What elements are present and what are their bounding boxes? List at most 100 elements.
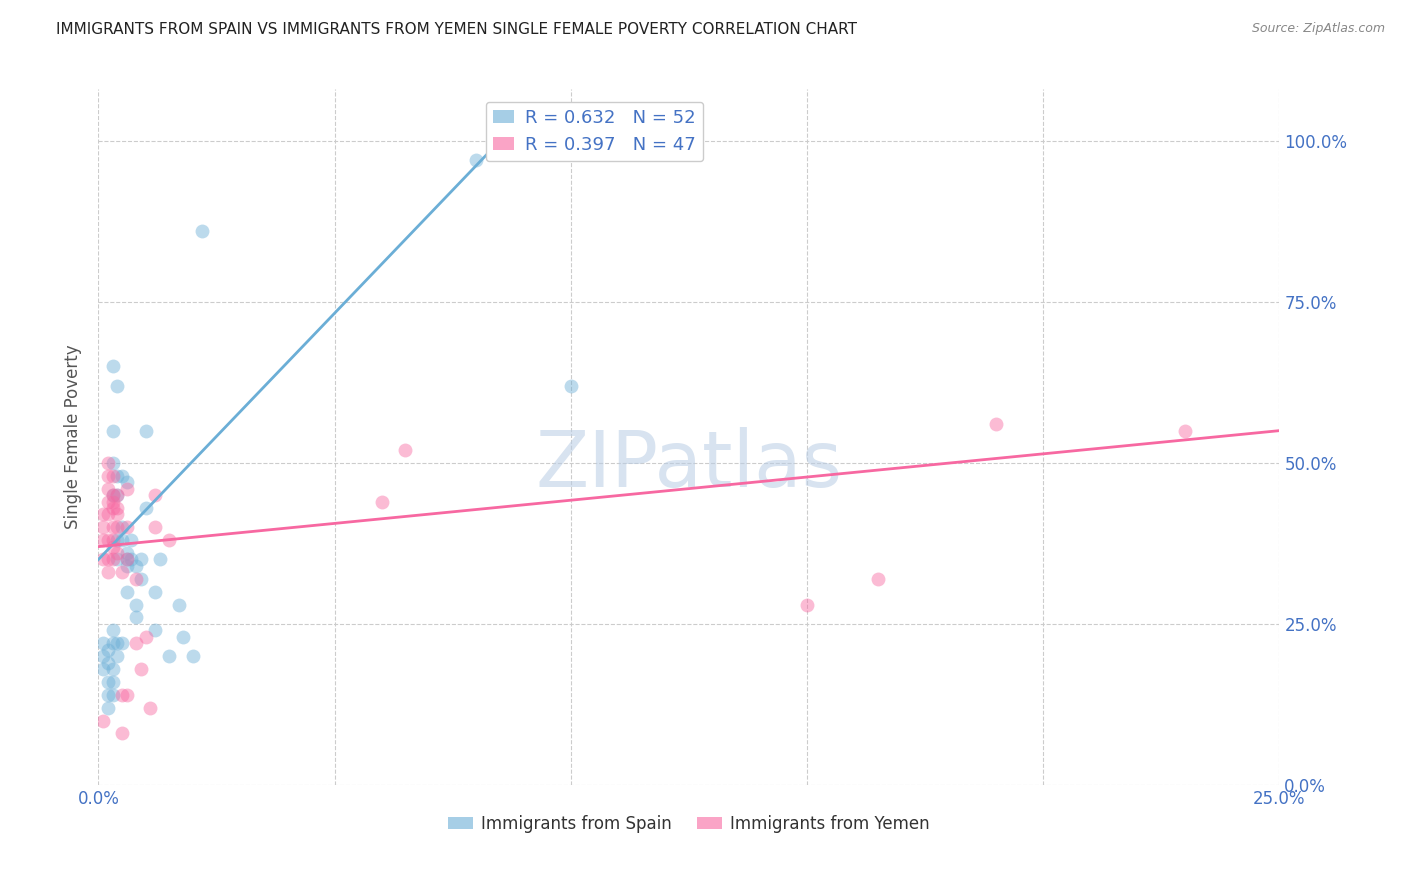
Point [394,442,416,457]
Point [91,552,114,566]
Point [97,456,120,470]
Point [172,630,194,644]
Point [97,552,120,566]
Point [143,624,166,638]
Point [97,674,120,689]
Point [101,662,124,676]
Point [91,714,114,728]
Point [97,508,120,522]
Point [101,540,124,554]
Point [149,552,172,566]
Point [101,456,124,470]
Point [796,598,818,612]
Point [115,688,138,702]
Point [139,700,162,714]
Point [371,494,394,508]
Point [111,468,134,483]
Point [101,624,124,638]
Point [135,500,157,515]
Point [191,224,214,238]
Point [97,468,120,483]
Point [101,636,124,650]
Point [101,468,124,483]
Point [157,649,180,664]
Point [167,598,190,612]
Point [101,494,124,508]
Point [465,153,488,167]
Point [105,636,128,650]
Point [101,520,124,534]
Point [101,533,124,548]
Point [105,649,128,664]
Point [125,558,148,573]
Legend: Immigrants from Spain, Immigrants from Yemen: Immigrants from Spain, Immigrants from Y… [441,808,936,839]
Point [984,417,1007,432]
Point [97,700,120,714]
Text: IMMIGRANTS FROM SPAIN VS IMMIGRANTS FROM YEMEN SINGLE FEMALE POVERTY CORRELATION: IMMIGRANTS FROM SPAIN VS IMMIGRANTS FROM… [56,22,858,37]
Point [105,552,128,566]
Point [97,566,120,580]
Point [105,533,128,548]
Point [125,610,148,624]
Point [115,546,138,560]
Point [105,488,128,502]
Point [560,378,582,392]
Point [129,552,152,566]
Point [101,552,124,566]
Point [125,636,148,650]
Point [101,674,124,689]
Point [97,656,120,670]
Point [101,500,124,515]
Point [97,482,120,496]
Point [105,468,128,483]
Point [143,488,166,502]
Point [105,488,128,502]
Point [111,636,134,650]
Point [97,494,120,508]
Y-axis label: Single Female Poverty: Single Female Poverty [65,345,83,529]
Point [91,508,114,522]
Point [91,636,114,650]
Point [101,488,124,502]
Point [111,688,134,702]
Point [105,520,128,534]
Point [91,662,114,676]
Point [97,688,120,702]
Point [866,572,889,586]
Point [121,533,143,548]
Text: Source: ZipAtlas.com: Source: ZipAtlas.com [1251,22,1385,36]
Point [115,552,138,566]
Point [105,546,128,560]
Point [105,508,128,522]
Point [121,552,143,566]
Point [1174,424,1197,438]
Point [115,482,138,496]
Point [111,533,134,548]
Point [115,558,138,573]
Text: ZIPatlas: ZIPatlas [536,427,842,503]
Point [105,500,128,515]
Point [111,726,134,740]
Point [143,520,166,534]
Point [129,572,152,586]
Point [111,520,134,534]
Point [125,572,148,586]
Point [97,642,120,657]
Point [181,649,204,664]
Point [101,688,124,702]
Point [91,649,114,664]
Point [115,584,138,599]
Point [101,359,124,374]
Point [91,533,114,548]
Point [97,533,120,548]
Point [115,520,138,534]
Point [135,424,157,438]
Point [129,662,152,676]
Point [115,552,138,566]
Point [143,584,166,599]
Point [101,488,124,502]
Point [115,475,138,490]
Point [125,598,148,612]
Point [91,520,114,534]
Point [157,533,180,548]
